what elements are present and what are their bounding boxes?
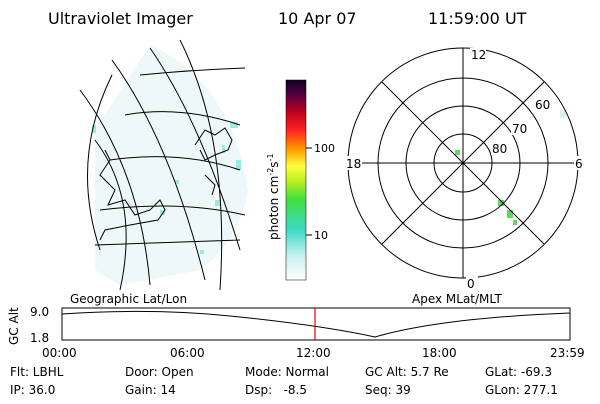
spokes	[348, 48, 578, 278]
status-field: IP: 36.0	[10, 383, 55, 397]
date: 10 Apr 07	[278, 9, 357, 28]
mlt-label: 12	[471, 48, 486, 62]
lat-label: 70	[512, 122, 527, 136]
map-label: Geographic Lat/Lon	[70, 292, 187, 306]
image-region	[95, 45, 248, 285]
status-field: Door: Open	[125, 365, 194, 379]
mlt-label: 0	[467, 277, 475, 291]
label-part: photon cm	[267, 176, 281, 240]
grid-lines	[79, 39, 246, 291]
footer: Flt: LBHL Door: Open Mode: Normal GC Alt: 5…	[10, 365, 558, 397]
colorbar-tick: 100	[314, 142, 335, 155]
status-field: GLat: -69.3	[485, 365, 552, 379]
map-label: Apex MLat/MLT	[412, 292, 502, 306]
x-tick-label: 00:00	[42, 346, 77, 360]
status-field: GC Alt: 5.7 Re	[365, 365, 449, 379]
label-part: -1	[266, 153, 275, 161]
colorbar: 100 10 photon cm-2s-1	[266, 79, 335, 281]
geo-map	[79, 39, 248, 291]
label-part: -2	[266, 168, 275, 176]
polar-plot: 12 18 6 0 60 70 80	[344, 47, 586, 291]
status-field: Gain: 14	[125, 383, 176, 397]
x-tick-label: 12:00	[296, 346, 331, 360]
y-axis-label: GC Alt	[7, 307, 21, 345]
label-part: s	[267, 161, 281, 167]
lat-label: 60	[535, 98, 550, 112]
y-tick-label: 9.0	[30, 305, 49, 319]
time: 11:59:00 UT	[428, 9, 527, 28]
title: Ultraviolet Imager	[48, 9, 193, 28]
y-tick-label: 1.8	[30, 331, 49, 345]
mlt-label: 6	[575, 157, 583, 171]
header: Ultraviolet Imager 10 Apr 07 11:59:00 UT	[48, 9, 527, 28]
status-field: GLon: 277.1	[485, 383, 558, 397]
plot-frame	[61, 307, 571, 341]
emission-dots	[92, 122, 241, 254]
altitude-curve	[61, 310, 571, 338]
colorbar-scale	[285, 79, 307, 281]
coastline	[99, 127, 233, 241]
x-tick-label: 18:00	[422, 346, 457, 360]
x-tick-label: 23:59	[550, 346, 585, 360]
status-field: Mode: Normal	[245, 365, 329, 379]
status-field: Flt: LBHL	[10, 365, 64, 379]
mlt-label: 18	[346, 157, 361, 171]
lat-label: 80	[492, 142, 507, 156]
x-tick-label: 06:00	[170, 346, 205, 360]
status-field: Dsp: -8.5	[245, 383, 307, 397]
altitude-plot: 9.0 1.8 GC Alt 00:00 06:00 12:00 18:00 2…	[7, 305, 585, 360]
colorbar-tick: 10	[314, 229, 328, 242]
status-field: Seq: 39	[365, 383, 411, 397]
colorbar-label: photon cm-2s-1	[266, 153, 281, 240]
